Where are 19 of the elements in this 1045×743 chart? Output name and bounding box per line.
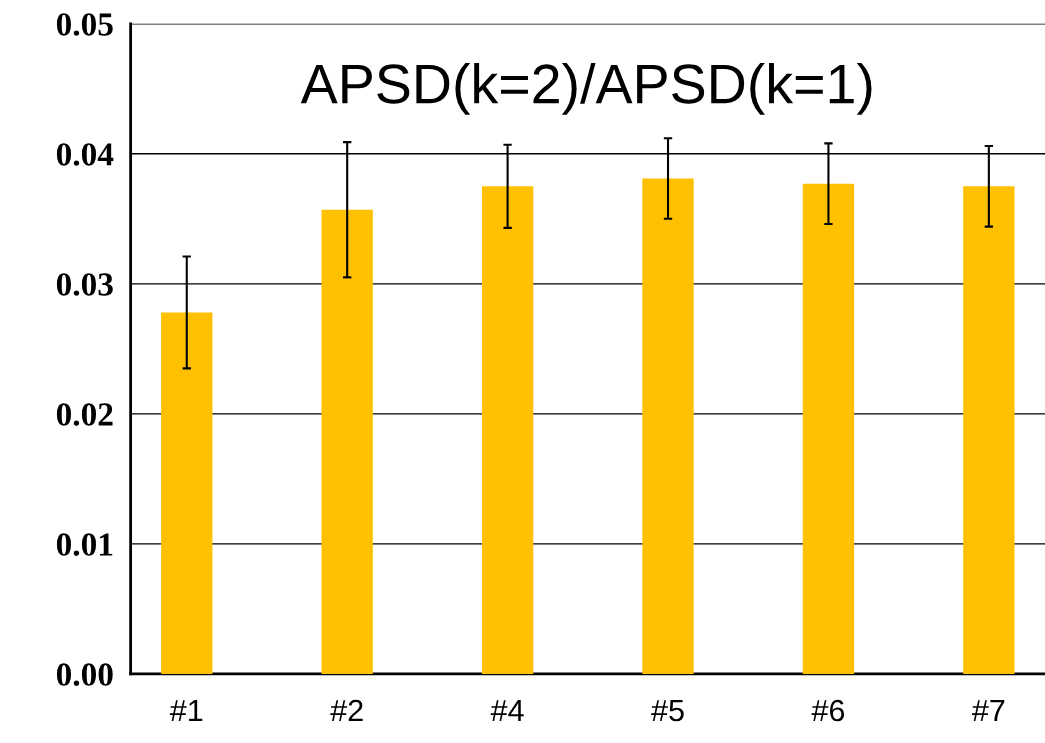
y-tick-label: 0.03 <box>56 273 113 296</box>
y-tick-label: 0.04 <box>56 143 114 166</box>
y-tick-label: 0.01 <box>56 533 113 556</box>
y-tick-label: 0.00 <box>56 663 113 686</box>
y-tick-label: 0.02 <box>56 403 113 426</box>
bar <box>642 178 694 674</box>
x-tick-label: #7 <box>972 700 1005 722</box>
bar <box>802 183 855 674</box>
bar <box>161 312 213 674</box>
bar <box>963 186 1015 674</box>
x-tick-label: #2 <box>330 699 363 722</box>
x-tick-label: #5 <box>651 700 684 722</box>
text: APSD(k=2)/APSD(k=1) <box>300 62 872 115</box>
x-tick-label: #6 <box>811 699 845 722</box>
x-tick-label: #1 <box>169 700 203 722</box>
y-tick-label: 0.05 <box>56 13 113 36</box>
x-tick-label: #4 <box>490 700 524 722</box>
bar <box>321 209 373 674</box>
bar <box>481 186 534 674</box>
